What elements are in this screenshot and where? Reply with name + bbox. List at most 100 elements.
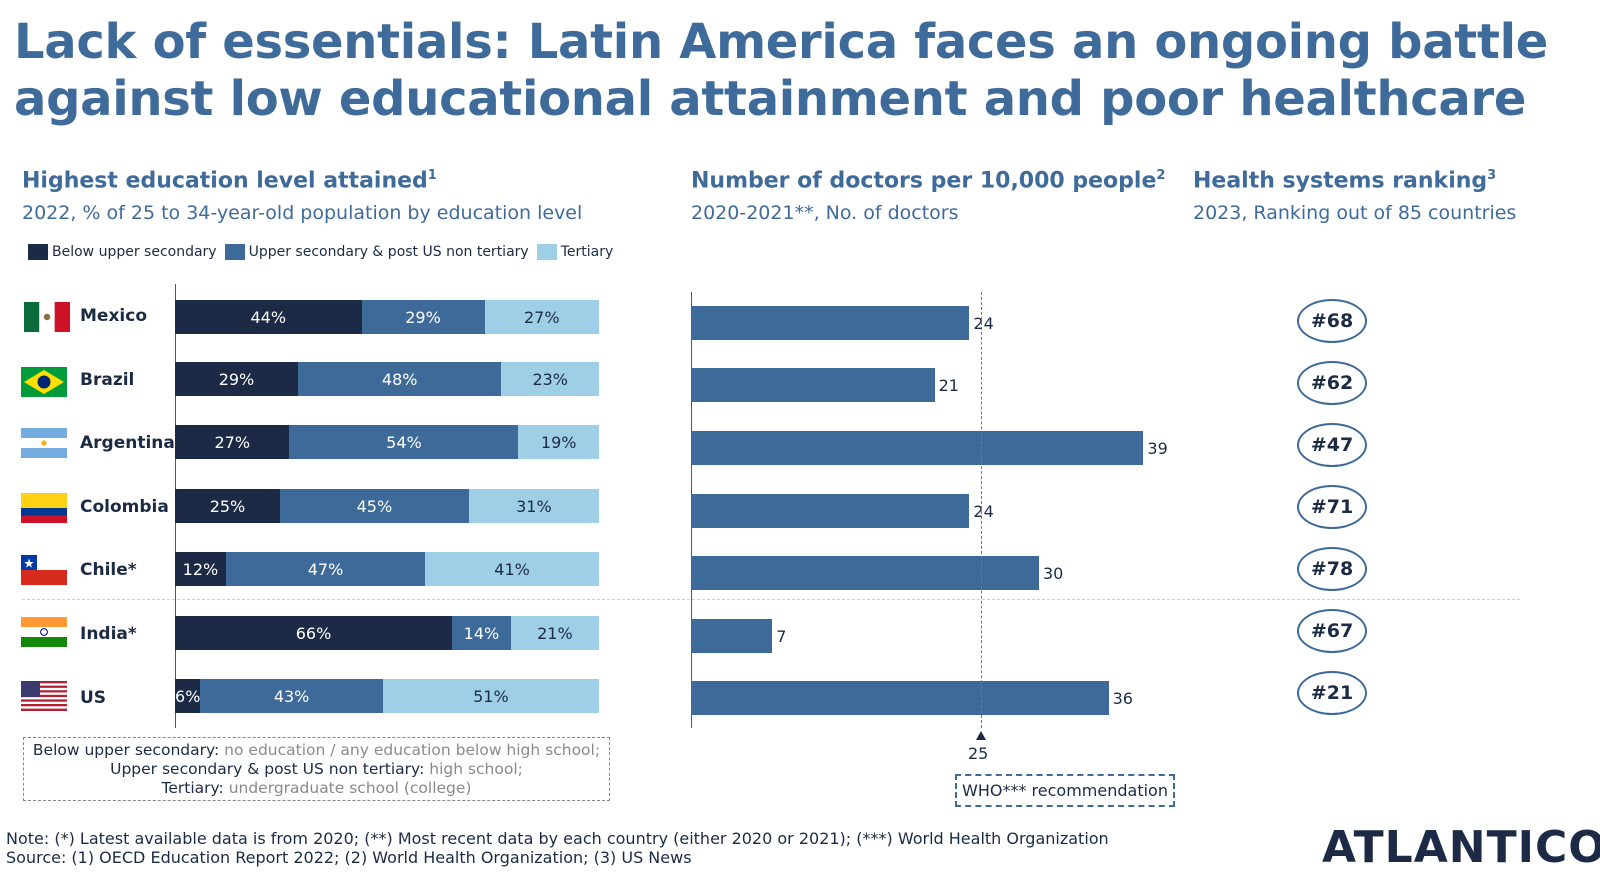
definition-line: Upper secondary & post US non tertiary: …	[24, 760, 609, 779]
education-bar-argentina: 27% 54% 19%	[175, 425, 599, 459]
country-label-india: India*	[80, 624, 137, 644]
education-bar-brazil: 29% 48% 23%	[175, 362, 599, 396]
education-segment-tertiary: 19%	[518, 425, 599, 459]
doctors-bar-mexico	[691, 306, 970, 340]
education-segment-tertiary: 41%	[425, 552, 599, 586]
education-segment-tertiary: 21%	[510, 616, 599, 650]
doctors-bar-colombia	[691, 494, 970, 528]
page-title-line-2: against low educational attainment and p…	[14, 71, 1527, 127]
education-segment-tertiary: 51%	[382, 679, 599, 713]
education-segment-upper-secondary: 48%	[297, 362, 502, 396]
definition-term: Below upper secondary:	[32, 741, 220, 759]
definition-line: Below upper secondary: no education / an…	[24, 741, 609, 760]
mexico-flag-icon	[24, 302, 70, 332]
education-segment-upper-secondary: 54%	[289, 425, 519, 459]
definition-term: Upper secondary & post US non tertiary:	[110, 760, 425, 778]
education-segment-upper-secondary: 45%	[279, 489, 469, 523]
legend-label-upper-secondary: Upper secondary & post US non tertiary	[248, 244, 529, 260]
education-footnote-ref: 1	[427, 168, 437, 183]
ranking-badge-chile: #78	[1297, 547, 1367, 591]
legend-label-below-upper-secondary: Below upper secondary	[52, 244, 217, 260]
definition-desc: no education / any education below high …	[219, 741, 601, 759]
education-bar-us: 6% 43% 51%	[175, 679, 599, 713]
education-segment-below-upper-secondary: 29%	[175, 362, 298, 396]
ranking-title-text: Health systems ranking	[1193, 168, 1488, 194]
source-text: Source: (1) OECD Education Report 2022; …	[6, 848, 692, 867]
education-segment-upper-secondary: 14%	[452, 616, 511, 650]
definition-term: Tertiary:	[161, 779, 224, 797]
doctors-value-label-colombia: 24	[973, 502, 994, 521]
ranking-badge-india: #67	[1297, 609, 1367, 653]
definition-desc: high school;	[424, 760, 523, 778]
doctors-chart-title: Number of doctors per 10,000 people2	[691, 168, 1165, 193]
education-chart-title-text: Highest education level attained	[22, 168, 428, 194]
education-segment-upper-secondary: 29%	[361, 300, 485, 334]
page-title: Lack of essentials: Latin America faces …	[14, 14, 1548, 128]
doctors-bar-argentina	[691, 431, 1144, 465]
who-marker-triangle-icon	[976, 731, 986, 740]
india-flag-icon	[21, 617, 67, 647]
education-legend: Below upper secondary Upper secondary & …	[28, 244, 621, 260]
legend-item-tertiary: Tertiary	[536, 244, 614, 260]
doctors-bar-us	[691, 681, 1109, 715]
education-segment-below-upper-secondary: 44%	[175, 300, 362, 334]
education-segment-below-upper-secondary: 27%	[175, 425, 290, 459]
ranking-badge-argentina: #47	[1297, 423, 1367, 467]
row-separator-dashed	[22, 599, 1520, 600]
country-label-chile: Chile*	[80, 560, 137, 580]
who-recommendation-label: WHO*** recommendation	[955, 774, 1175, 807]
education-chart-subtitle: 2022, % of 25 to 34-year-old population …	[22, 202, 583, 224]
education-bar-india: 66% 14% 21%	[175, 616, 599, 650]
education-segment-upper-secondary: 43%	[200, 679, 383, 713]
legend-swatch-upper-secondary	[224, 244, 245, 260]
legend-label-tertiary: Tertiary	[560, 244, 614, 260]
who-reference-line	[981, 292, 982, 728]
doctors-value-label-mexico: 24	[973, 314, 994, 333]
legend-swatch-tertiary	[536, 244, 557, 260]
page-title-line-1: Lack of essentials: Latin America faces …	[14, 14, 1548, 70]
doctors-footnote-ref: 2	[1156, 168, 1166, 183]
ranking-badge-us: #21	[1297, 671, 1367, 715]
chile-flag-icon	[21, 555, 67, 585]
doctors-chart-title-text: Number of doctors per 10,000 people	[691, 168, 1157, 194]
doctors-bar-chile	[691, 556, 1039, 590]
ranking-subtitle: 2023, Ranking out of 85 countries	[1193, 202, 1517, 224]
country-label-mexico: Mexico	[80, 306, 147, 326]
education-segment-below-upper-secondary: 25%	[175, 489, 280, 523]
country-label-colombia: Colombia	[80, 497, 169, 517]
education-definitions-box: Below upper secondary: no education / an…	[23, 737, 610, 801]
definition-line: Tertiary: undergraduate school (college)	[24, 779, 609, 798]
ranking-badge-brazil: #62	[1297, 361, 1367, 405]
education-bar-colombia: 25% 45% 31%	[175, 489, 599, 523]
ranking-title: Health systems ranking3	[1193, 168, 1496, 193]
legend-item-upper-secondary: Upper secondary & post US non tertiary	[224, 244, 529, 260]
atlantico-logo: ATLANTICO	[1322, 822, 1600, 873]
colombia-flag-icon	[21, 493, 67, 523]
doctors-chart-subtitle: 2020-2021**, No. of doctors	[691, 202, 959, 224]
education-chart-title: Highest education level attained1	[22, 168, 437, 193]
education-segment-upper-secondary: 47%	[225, 552, 426, 586]
brazil-flag-icon	[21, 367, 67, 397]
doctors-value-label-argentina: 39	[1147, 439, 1168, 458]
education-bar-mexico: 44% 29% 27%	[175, 300, 599, 334]
ranking-footnote-ref: 3	[1487, 168, 1497, 183]
who-reference-value: 25	[968, 744, 989, 763]
education-segment-tertiary: 31%	[468, 489, 599, 523]
doctors-bar-brazil	[691, 368, 935, 402]
legend-item-below-upper-secondary: Below upper secondary	[28, 244, 217, 260]
education-segment-below-upper-secondary: 6%	[175, 679, 201, 713]
doctors-value-label-chile: 30	[1043, 564, 1064, 583]
doctors-value-label-us: 36	[1112, 689, 1133, 708]
country-label-brazil: Brazil	[80, 370, 135, 390]
doctors-bar-india	[691, 619, 773, 653]
ranking-badge-mexico: #68	[1297, 299, 1367, 343]
education-segment-tertiary: 23%	[501, 362, 599, 396]
country-label-us: US	[80, 688, 107, 708]
doctors-value-label-india: 7	[776, 627, 787, 646]
country-label-argentina: Argentina	[80, 433, 175, 453]
education-segment-below-upper-secondary: 66%	[175, 616, 453, 650]
ranking-badge-colombia: #71	[1297, 485, 1367, 529]
legend-swatch-below-upper-secondary	[28, 244, 48, 260]
argentina-flag-icon	[21, 428, 67, 458]
us-flag-icon	[21, 681, 67, 711]
